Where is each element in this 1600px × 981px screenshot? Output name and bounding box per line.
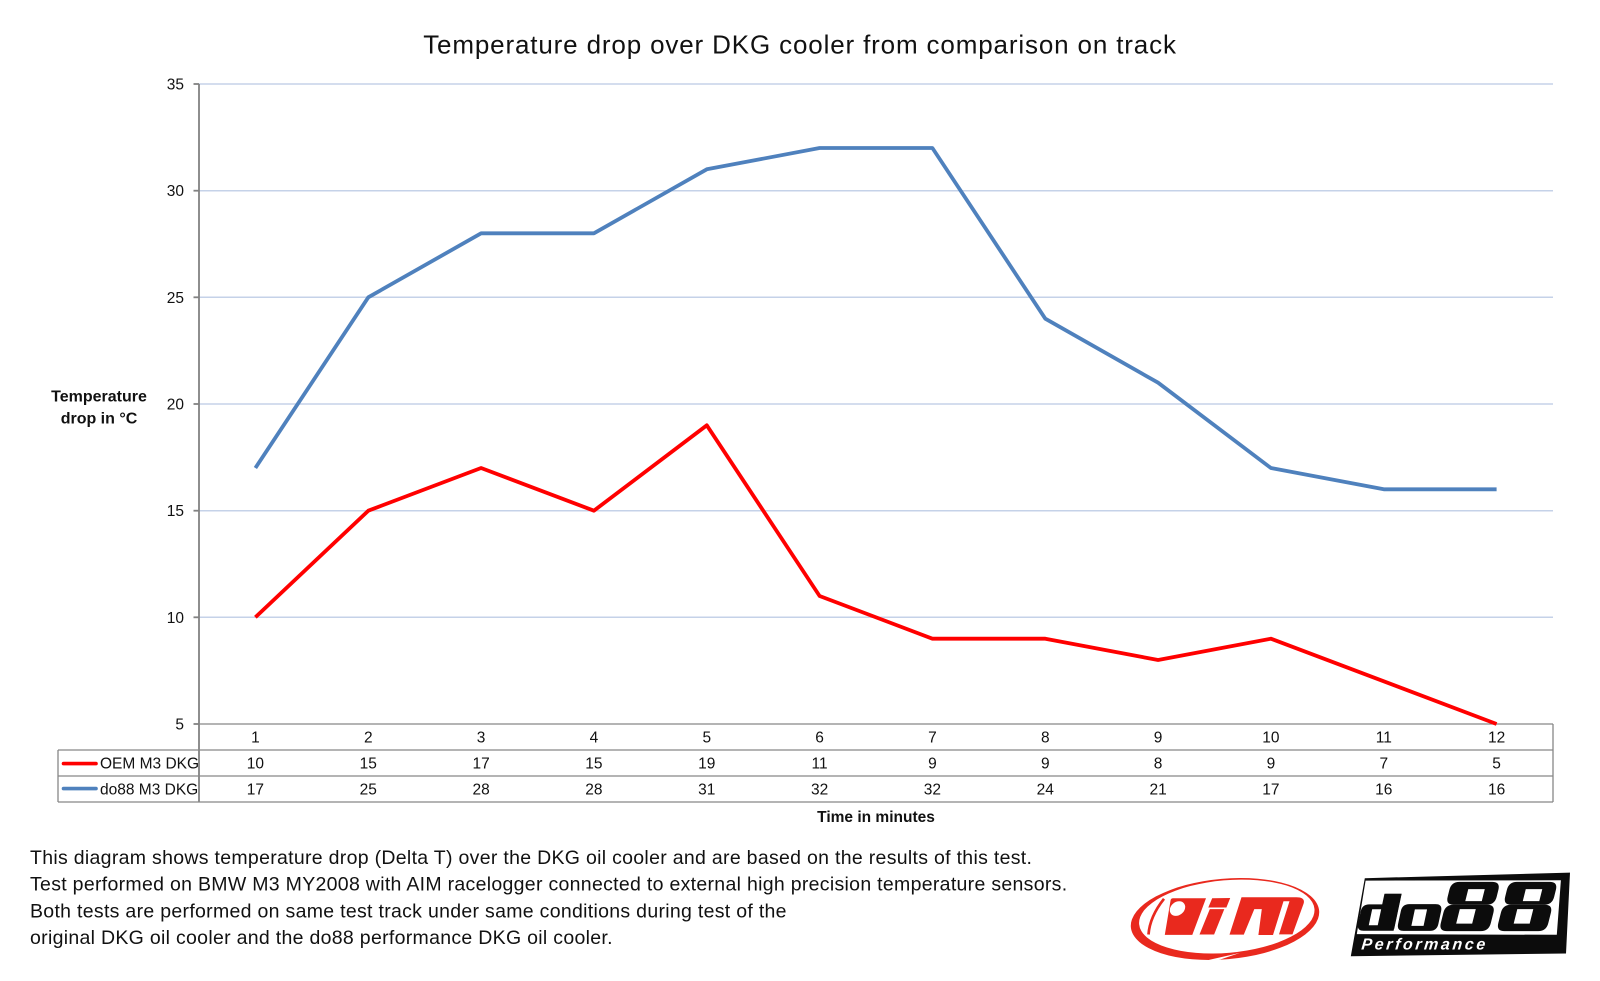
- svg-text:9: 9: [1267, 756, 1276, 773]
- svg-text:Temperature drop over DKG cool: Temperature drop over DKG cooler from co…: [423, 30, 1177, 60]
- svg-text:28: 28: [585, 782, 602, 799]
- svg-text:drop in °C: drop in °C: [61, 411, 138, 428]
- svg-text:11: 11: [812, 756, 828, 773]
- svg-text:Performance: Performance: [1361, 936, 1489, 954]
- svg-text:11: 11: [1376, 730, 1392, 747]
- svg-text:32: 32: [811, 782, 828, 799]
- svg-text:16: 16: [1375, 782, 1392, 799]
- svg-text:35: 35: [167, 77, 184, 94]
- svg-text:12: 12: [1488, 730, 1505, 747]
- svg-text:Test performed on BMW M3 MY200: Test performed on BMW M3 MY2008 with AIM…: [30, 874, 1067, 896]
- svg-text:10: 10: [167, 610, 185, 627]
- svg-text:15: 15: [585, 756, 602, 773]
- svg-text:5: 5: [175, 717, 184, 734]
- svg-text:5: 5: [1492, 756, 1501, 773]
- svg-text:16: 16: [1488, 782, 1505, 799]
- svg-text:9: 9: [928, 756, 937, 773]
- svg-text:25: 25: [360, 782, 377, 799]
- svg-text:19: 19: [698, 756, 715, 773]
- svg-text:8: 8: [1041, 730, 1050, 747]
- svg-text:7: 7: [1379, 756, 1388, 773]
- svg-text:7: 7: [928, 730, 937, 747]
- svg-text:17: 17: [1262, 782, 1279, 799]
- svg-text:6: 6: [815, 730, 824, 747]
- svg-text:31: 31: [698, 782, 715, 799]
- svg-text:10: 10: [247, 756, 265, 773]
- svg-text:24: 24: [1037, 782, 1055, 799]
- svg-text:28: 28: [472, 782, 489, 799]
- svg-text:17: 17: [247, 782, 264, 799]
- svg-text:do88 M3 DKG: do88 M3 DKG: [100, 781, 198, 798]
- svg-text:21: 21: [1149, 782, 1166, 799]
- svg-text:2: 2: [364, 730, 373, 747]
- svg-text:OEM M3 DKG: OEM M3 DKG: [100, 755, 199, 772]
- svg-text:15: 15: [167, 503, 184, 520]
- svg-text:Both tests are performed on sa: Both tests are performed on same test tr…: [30, 900, 787, 922]
- svg-text:10: 10: [1262, 730, 1280, 747]
- svg-text:15: 15: [360, 756, 377, 773]
- svg-text:9: 9: [1154, 730, 1163, 747]
- svg-text:17: 17: [472, 756, 489, 773]
- svg-text:1: 1: [251, 730, 260, 747]
- svg-text:32: 32: [924, 782, 941, 799]
- svg-text:20: 20: [167, 397, 185, 414]
- svg-text:3: 3: [477, 730, 486, 747]
- svg-text:Temperature: Temperature: [51, 389, 147, 406]
- svg-text:This diagram shows temperature: This diagram shows temperature drop (Del…: [30, 847, 1032, 869]
- svg-text:5: 5: [702, 730, 711, 747]
- svg-text:25: 25: [167, 290, 184, 307]
- svg-text:Time in minutes: Time in minutes: [817, 809, 935, 826]
- svg-text:original DKG oil cooler and th: original DKG oil cooler and the do88 per…: [30, 927, 613, 949]
- svg-text:9: 9: [1041, 756, 1050, 773]
- svg-text:4: 4: [590, 730, 599, 747]
- svg-text:30: 30: [167, 183, 185, 200]
- svg-text:8: 8: [1154, 756, 1163, 773]
